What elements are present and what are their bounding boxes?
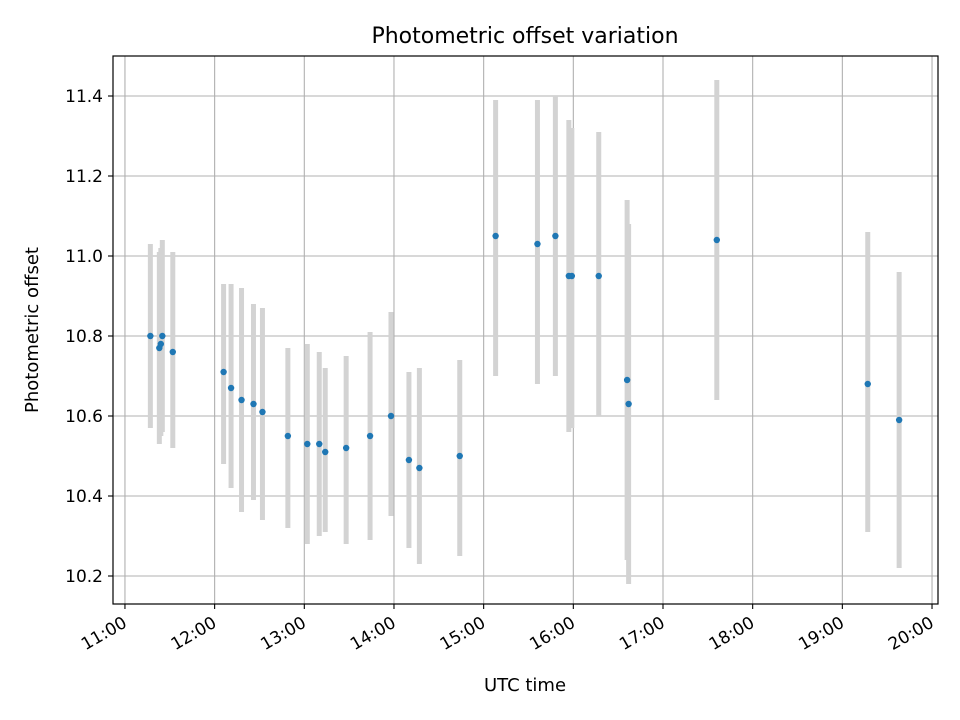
data-point (342, 444, 350, 452)
data-point (316, 440, 323, 448)
data-point (552, 232, 559, 240)
data-point (534, 240, 541, 248)
data-point (864, 380, 871, 388)
data-points (147, 232, 903, 472)
data-point (416, 464, 423, 472)
data-point (284, 432, 292, 440)
data-point (169, 348, 176, 356)
data-point (227, 384, 235, 392)
y-axis: 10.2 10.4 10.6 10.8 11.0 11.2 11.4 (65, 87, 113, 587)
data-point (238, 396, 245, 404)
data-point (895, 416, 903, 424)
data-point (387, 412, 395, 420)
data-point (405, 456, 413, 464)
data-point (220, 368, 227, 376)
y-tick-label: 10.6 (65, 407, 103, 427)
data-point (157, 340, 165, 348)
data-point (159, 332, 166, 340)
y-tick-label: 10.4 (65, 487, 103, 507)
x-axis-label: UTC time (484, 675, 566, 696)
data-point (492, 232, 499, 240)
y-tick-label: 11.2 (65, 167, 103, 187)
data-point (625, 400, 632, 408)
data-point (568, 272, 576, 280)
data-point (147, 332, 154, 340)
y-axis-label: Photometric offset (22, 247, 43, 413)
data-point (304, 440, 311, 448)
data-point (595, 272, 602, 280)
data-point (713, 236, 721, 244)
data-point (623, 376, 631, 384)
plot-frame (112, 55, 939, 605)
data-point (250, 400, 257, 408)
chart-title: Photometric offset variation (371, 24, 678, 49)
y-tick-label: 10.8 (65, 327, 103, 347)
y-tick-label: 11.0 (65, 247, 103, 267)
data-point (259, 408, 266, 416)
y-tick-label: 10.2 (65, 567, 103, 587)
y-tick-label: 11.4 (65, 87, 103, 107)
data-point (322, 448, 329, 456)
data-point (456, 452, 463, 460)
data-point (366, 432, 374, 440)
